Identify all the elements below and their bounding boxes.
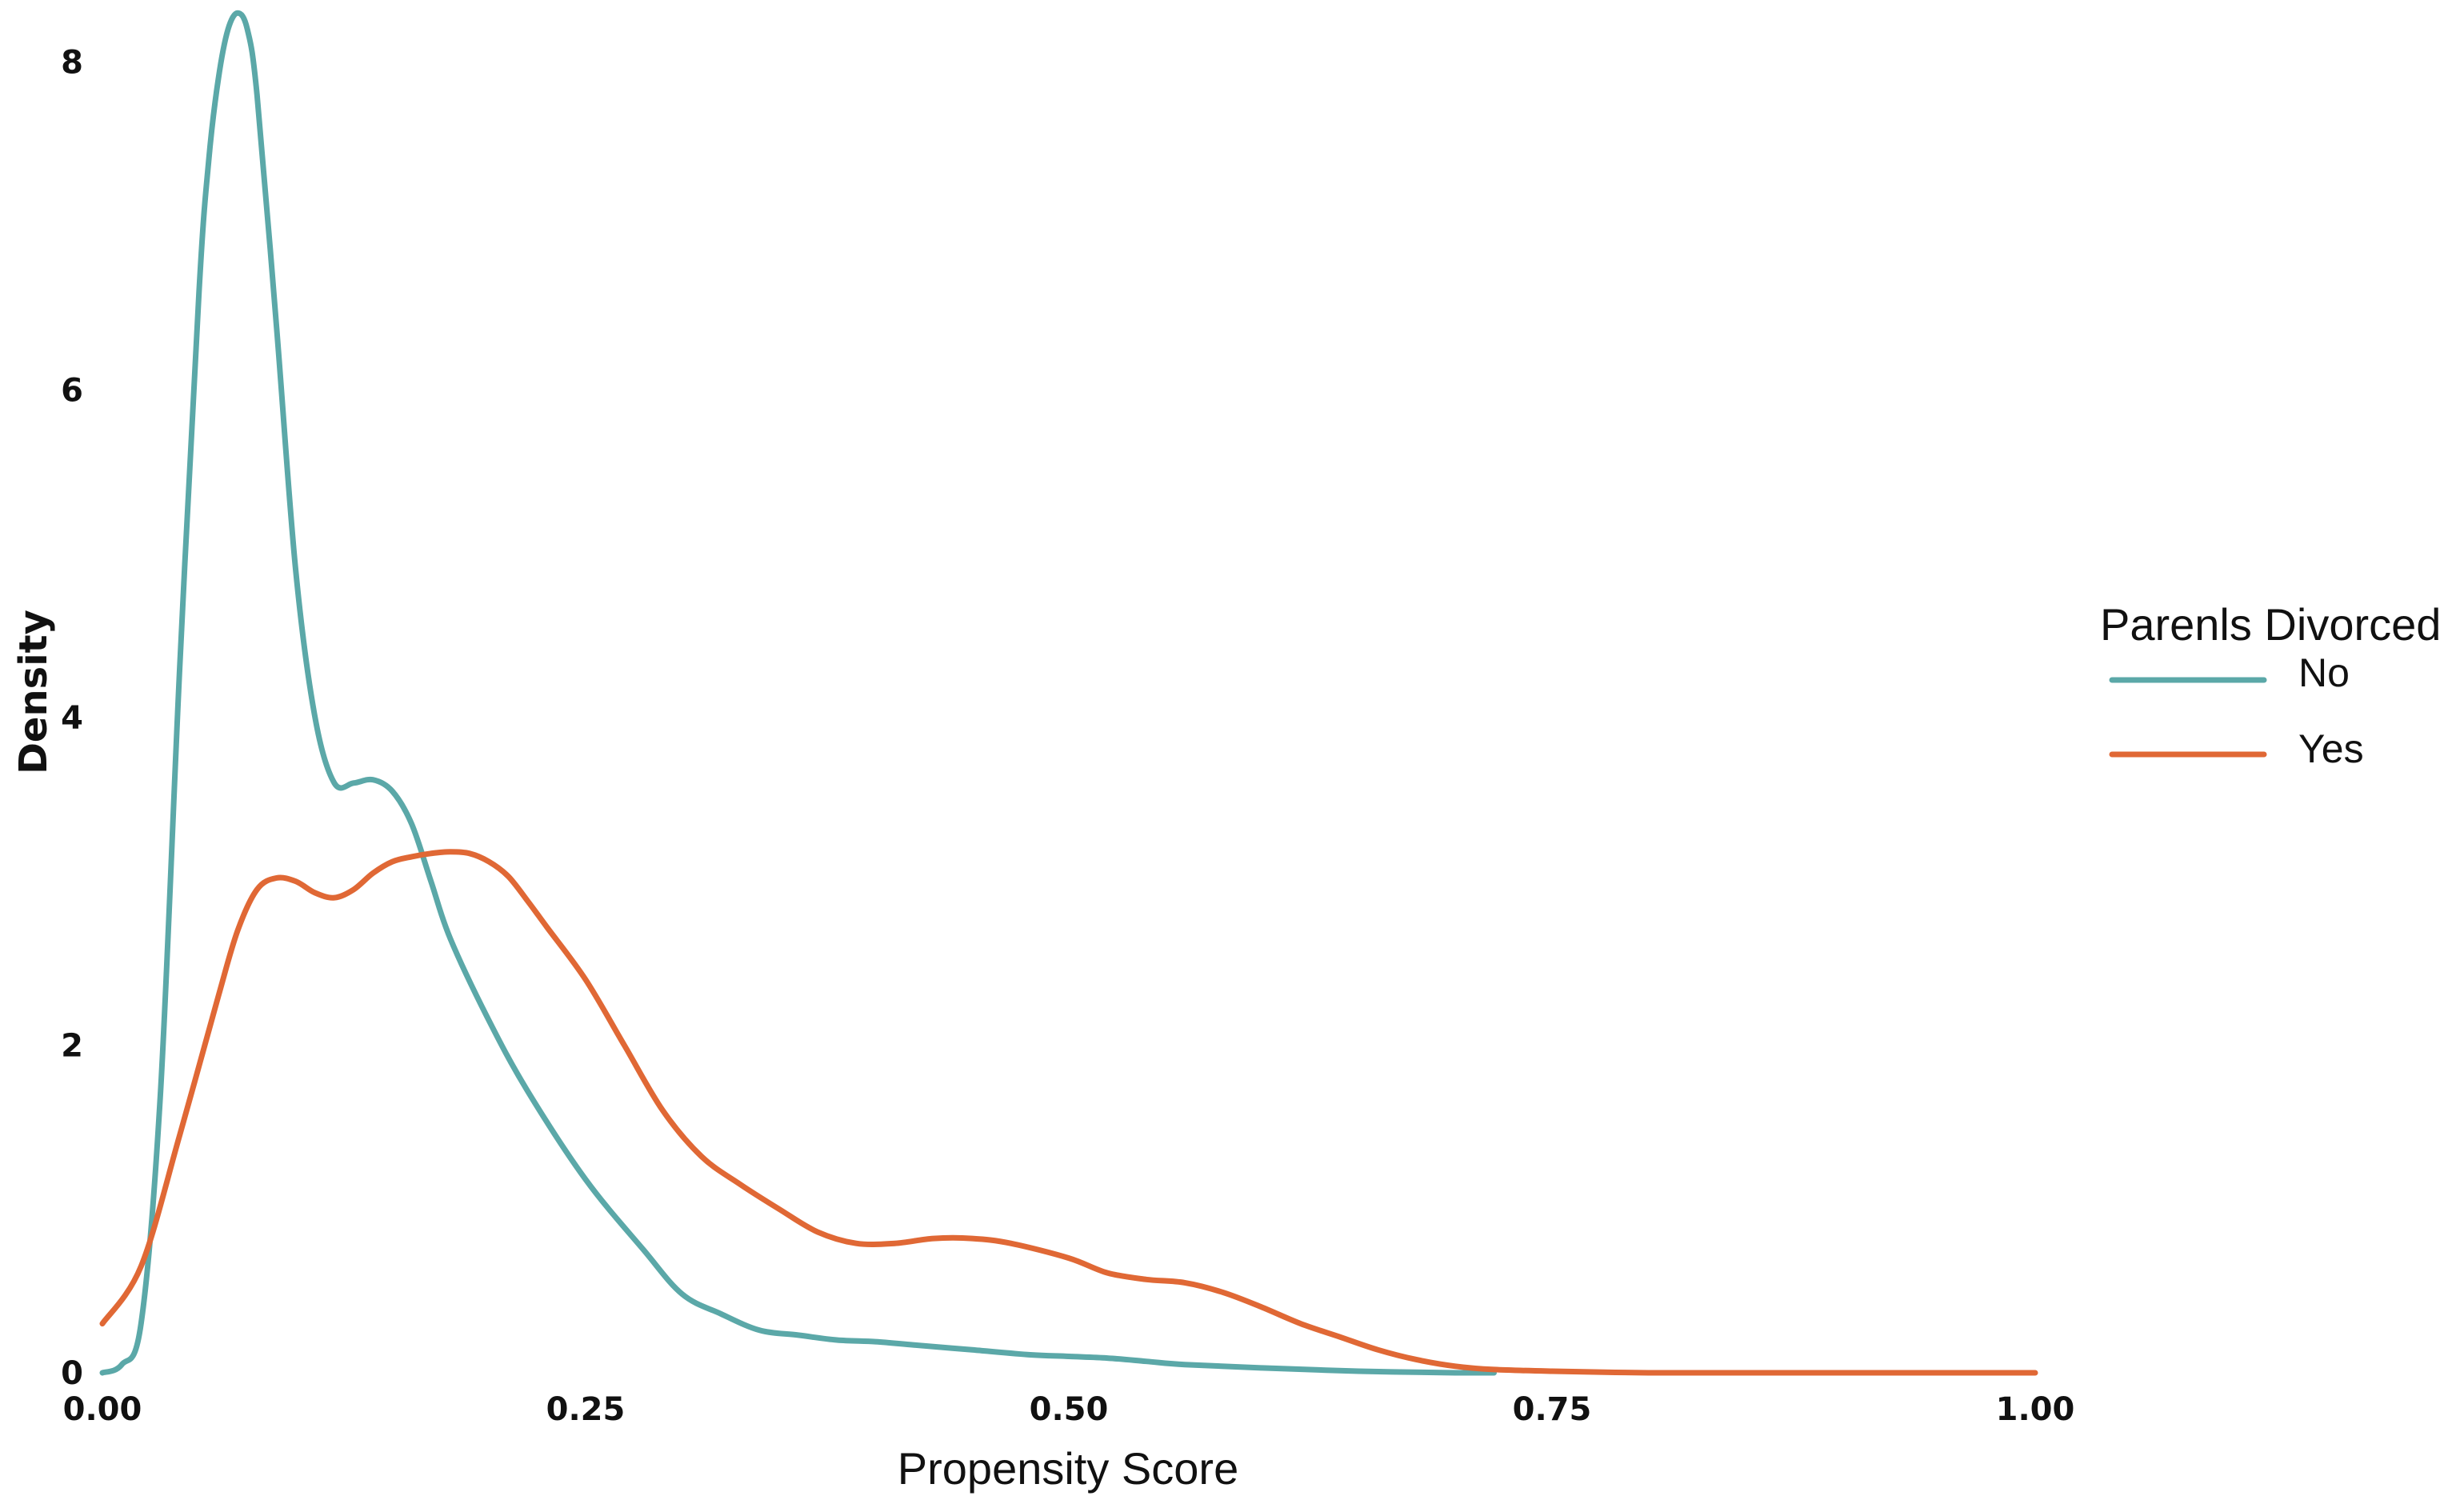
y-tick-label: 6 [61,372,83,409]
y-axis-title: Density [11,610,56,774]
x-tick-label: 0.25 [546,1391,626,1428]
x-tick-label: 0.50 [1030,1391,1109,1428]
series-line-no [99,10,1497,1376]
y-tick-label: 0 [61,1355,83,1392]
y-axis-ticks: 0 2 4 6 8 [61,45,83,1392]
legend-label-no: No [2298,650,2350,695]
legend-title: Parenls Divorced [2100,599,2441,650]
legend: Parenls Divorced No Yes [2100,599,2441,771]
y-tick-label: 8 [61,45,83,82]
x-axis-title: Propensity Score [898,1443,1238,1494]
x-axis-ticks: 0.00 0.25 0.50 0.75 1.00 [63,1391,2075,1428]
series-line-yes [99,849,2038,1376]
plot-area [99,10,2038,1376]
y-tick-label: 2 [61,1027,83,1064]
x-tick-label: 1.00 [1996,1391,2075,1428]
y-tick-label: 4 [61,700,83,737]
legend-label-yes: Yes [2298,726,2364,771]
x-tick-label: 0.75 [1513,1391,1592,1428]
x-tick-label: 0.00 [63,1391,142,1428]
